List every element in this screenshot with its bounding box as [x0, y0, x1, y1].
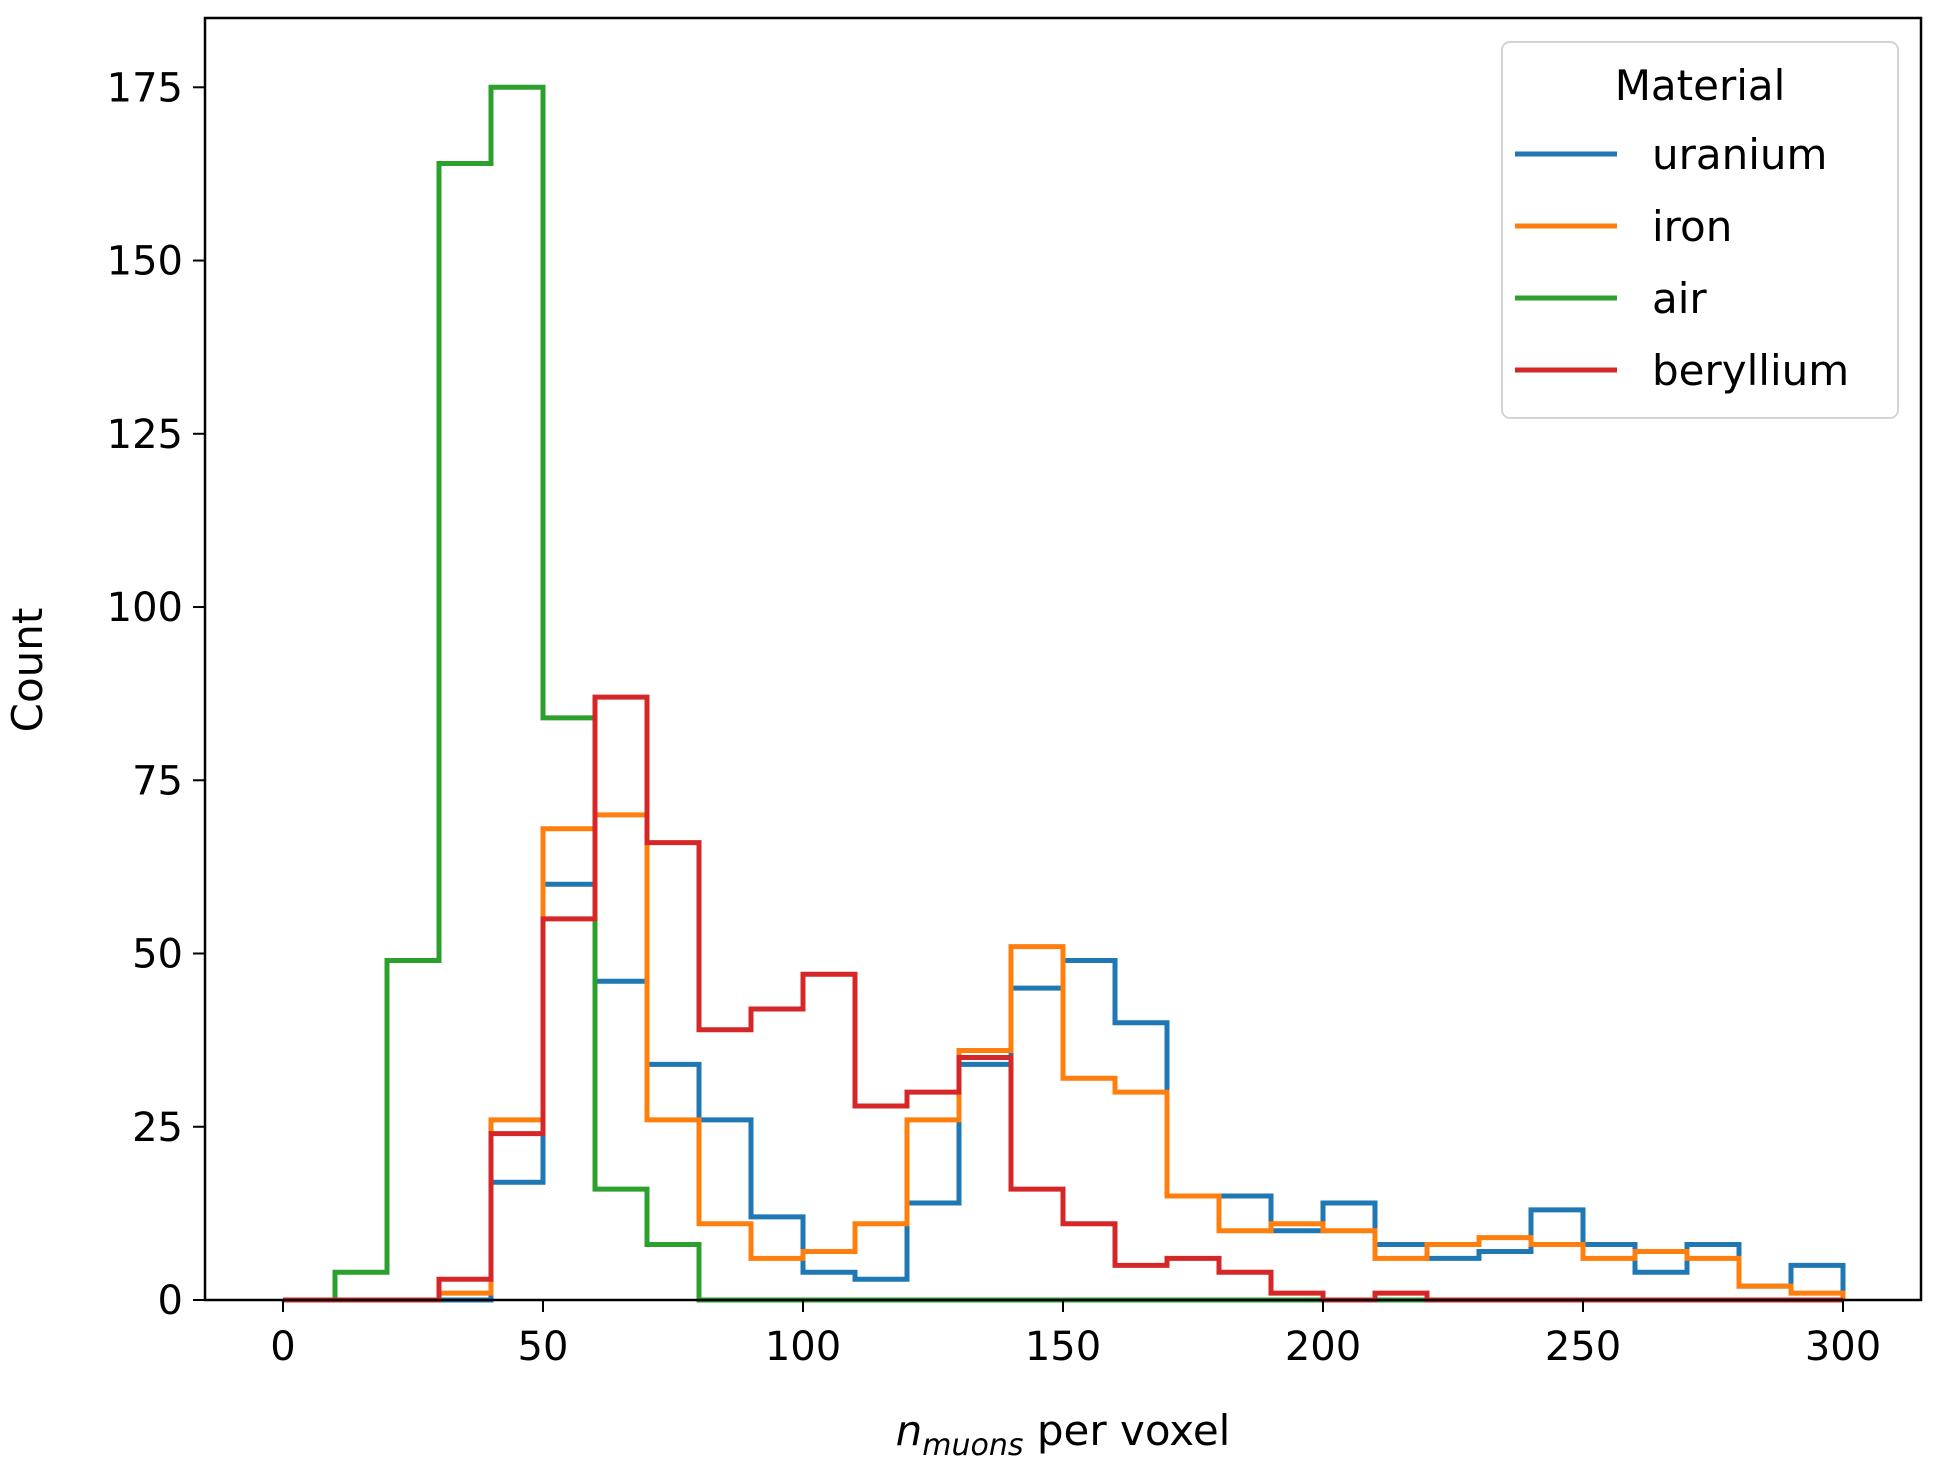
y-tick-label: 125 [107, 412, 183, 458]
x-tick-label: 50 [518, 1324, 569, 1370]
legend-title: Material [1615, 61, 1786, 110]
x-tick-label: 200 [1285, 1324, 1361, 1370]
series-uranium [283, 881, 1846, 1303]
x-axis-title-suffix: per voxel [1024, 1406, 1231, 1455]
series-beryllium [283, 694, 1843, 1303]
y-tick-label: 25 [132, 1105, 183, 1151]
y-tick-label: 75 [132, 758, 183, 804]
legend-items: uranium iron air beryllium [1515, 130, 1849, 395]
legend-label-iron: iron [1652, 202, 1732, 251]
legend-label-uranium: uranium [1652, 130, 1827, 179]
x-axis-title-italic: n [896, 1406, 923, 1455]
legend-label-air: air [1652, 274, 1707, 323]
x-tick-label: 0 [270, 1324, 295, 1370]
x-axis: 0 50 100 150 200 250 300 [270, 1300, 1881, 1370]
y-tick-label: 50 [132, 932, 183, 978]
x-tick-label: 150 [1025, 1324, 1101, 1370]
x-tick-label: 250 [1545, 1324, 1621, 1370]
x-axis-title-subscript: muons [922, 1428, 1023, 1463]
legend-box [1501, 41, 1899, 419]
y-tick-label: 0 [158, 1278, 183, 1324]
y-tick-label: 150 [107, 239, 183, 285]
x-tick-label: 100 [765, 1324, 841, 1370]
legend-label-beryllium: beryllium [1652, 346, 1849, 395]
x-axis-title: nmuons per voxel [896, 1406, 1231, 1463]
y-axis: 0 25 50 75 100 125 150 175 [107, 65, 205, 1324]
y-tick-label: 175 [107, 65, 183, 111]
x-tick-label: 300 [1805, 1324, 1881, 1370]
legend: Material uranium iron air beryllium [1501, 41, 1899, 419]
y-axis-title: Count [3, 608, 52, 733]
y-tick-label: 100 [107, 585, 183, 631]
